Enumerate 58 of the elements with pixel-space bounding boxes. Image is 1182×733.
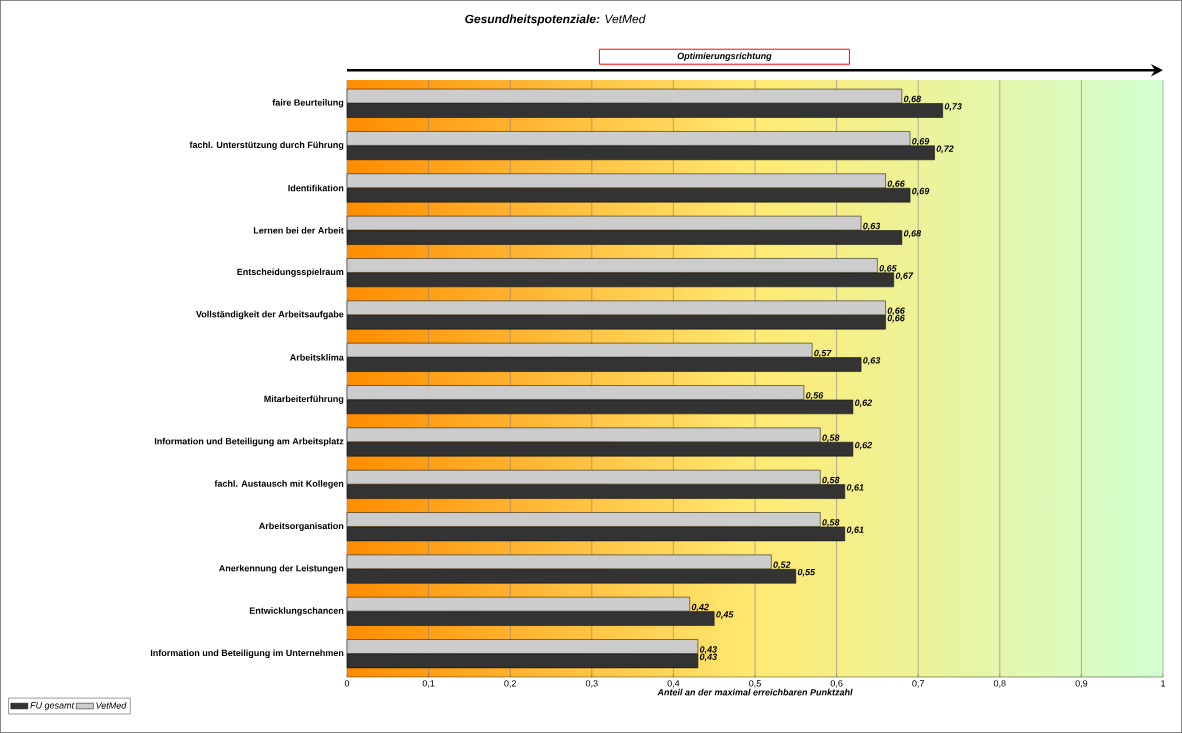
data-label: 0,65: [879, 265, 897, 273]
y-tick-label: Entwicklungschancen: [249, 607, 344, 616]
y-tick-label: fachl. Austausch mit Kollegen: [214, 480, 344, 489]
x-tick-label: 0,2: [504, 680, 516, 688]
legend-label: VetMed: [96, 702, 127, 709]
data-label: 0,58: [822, 519, 840, 527]
data-label: 0,56: [806, 392, 824, 400]
data-label: 0,68: [903, 230, 922, 238]
data-label: 0,68: [903, 95, 922, 104]
y-tick-label: Lernen bei der Arbeit: [253, 227, 344, 234]
data-label: 0,63: [863, 357, 881, 365]
data-label: 0,58: [822, 476, 840, 485]
y-tick-label: Information und Beteiligung am Arbeitsplatz: [154, 437, 344, 447]
y-tick-label: fachl. Unterstützung durch Führung: [189, 141, 344, 150]
data-label: 0,66: [887, 307, 905, 316]
x-tick-label: 0,5: [749, 680, 761, 688]
data-label: 0,66: [887, 180, 905, 189]
data-label: 0,45: [716, 611, 734, 619]
x-tick-label: 0,3: [585, 680, 598, 688]
data-label: 0,62: [855, 441, 873, 450]
data-label: 0,55: [797, 568, 816, 577]
data-label: 0,63: [863, 222, 881, 231]
chart-title: Gesundheitspotenziale: VetMed: [465, 14, 646, 26]
x-axis-title: Anteil an der maximal erreichbaren Punktzahl: [657, 688, 853, 696]
data-label: 0,57: [814, 349, 832, 358]
x-tick-label: 1: [1161, 680, 1166, 687]
y-tick-label: Mitarbeiterführung: [264, 395, 344, 404]
data-label: 0,52: [773, 561, 791, 570]
data-label: 0,72: [936, 145, 954, 154]
data-label: 0,62: [855, 399, 873, 408]
y-tick-label: Arbeitsorganisation: [259, 522, 344, 531]
x-tick-label: 0,9: [1075, 680, 1088, 688]
data-label: 0,61: [846, 484, 864, 492]
y-tick-label: faire Beurteilung: [272, 99, 344, 108]
y-tick-label: Arbeitsklima: [290, 354, 344, 361]
y-tick-label: Identifikation: [288, 184, 344, 192]
y-tick-label: Anerkennung der Leistungen: [219, 564, 344, 574]
x-tick-label: 0,4: [667, 680, 680, 688]
x-tick-label: 0,6: [830, 680, 843, 688]
data-label: 0,67: [895, 272, 914, 281]
data-label: 0,58: [822, 434, 840, 443]
data-label: 0,69: [912, 187, 930, 196]
y-tick-label: Entscheidungsspielraum: [237, 268, 344, 277]
x-tick-label: 0,1: [422, 680, 435, 688]
data-label: 0,69: [912, 138, 930, 146]
data-label: 0,43: [699, 646, 717, 654]
x-tick-label: 0: [344, 680, 350, 687]
y-tick-label: Information und Beteiligung im Unternehmen: [150, 649, 344, 658]
x-tick-label: 0,7: [912, 680, 924, 688]
data-label: 0,73: [944, 103, 962, 111]
x-tick-label: 0,8: [993, 680, 1006, 688]
text: Optimierungsrichtung: [677, 52, 772, 61]
data-label: 0,66: [887, 314, 905, 323]
data-label: 0,61: [846, 526, 864, 535]
y-tick-label: Vollständigkeit der Arbeitsaufgabe: [196, 310, 344, 320]
data-label: 0,43: [699, 653, 717, 662]
data-label: 0,42: [691, 603, 709, 612]
legend-label: FU gesamt: [30, 702, 75, 711]
